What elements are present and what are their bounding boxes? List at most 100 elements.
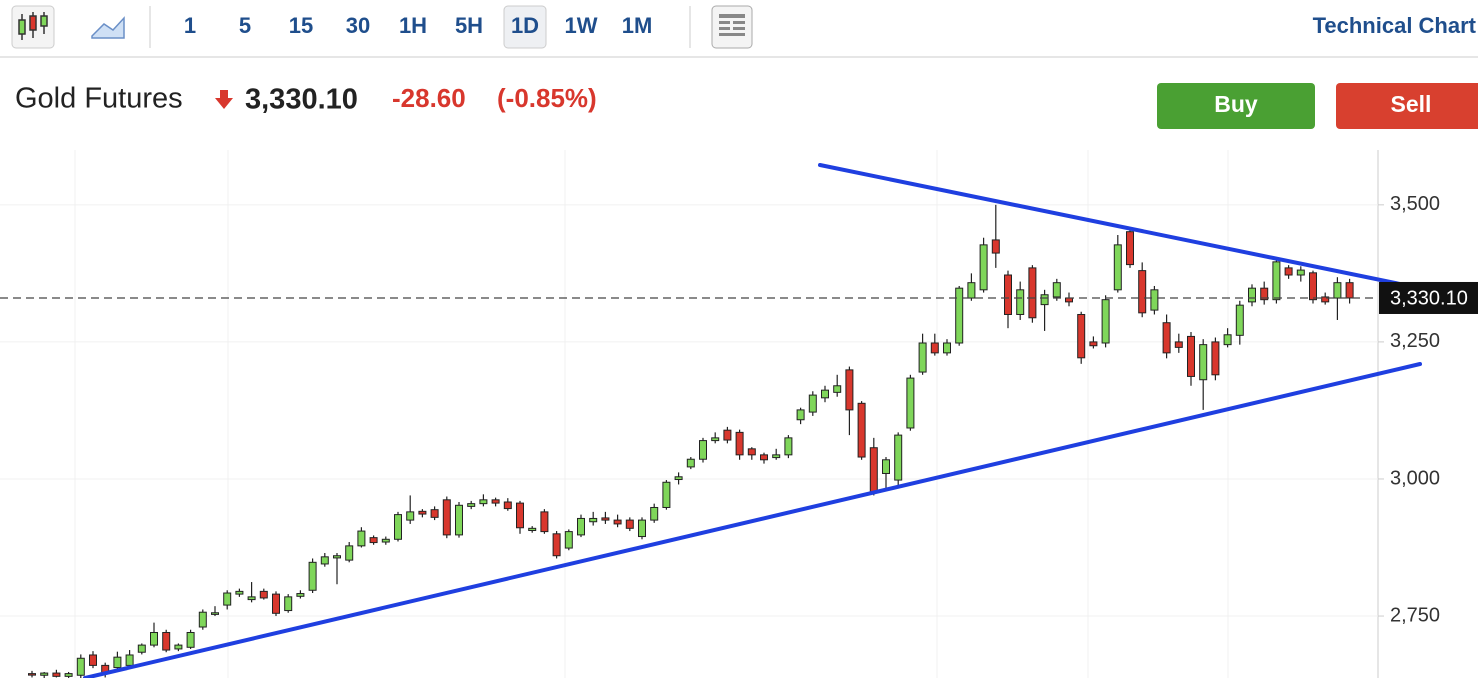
candle-body	[223, 592, 232, 606]
interval-button[interactable]: 1M	[622, 13, 653, 38]
candle-body	[1162, 322, 1171, 354]
candle-body	[40, 672, 49, 676]
candle-body	[1248, 287, 1256, 303]
candle-body	[247, 596, 256, 601]
candle-body	[186, 631, 195, 648]
candle-body	[1272, 261, 1281, 301]
candle-body	[1089, 341, 1098, 347]
candle-body	[528, 527, 537, 532]
time-grid	[74, 150, 1229, 678]
candle-body	[381, 538, 390, 543]
candle-body	[601, 517, 610, 521]
y-tick-label: 3,500	[1390, 193, 1440, 215]
candle-body	[516, 502, 524, 529]
y-tick-label: 3,000	[1390, 467, 1440, 489]
interval-button[interactable]: 1W	[565, 13, 598, 38]
candle-body	[747, 448, 756, 456]
interval-button[interactable]: 30	[346, 13, 370, 38]
price-axis: 2,750 3,000 3,250 3,500 3,330.10	[1378, 193, 1478, 626]
candle-body	[320, 556, 329, 565]
candle-body	[1150, 289, 1159, 311]
candle-body	[430, 509, 439, 518]
candle-body	[564, 531, 573, 549]
candle-body	[357, 530, 366, 547]
candle-body	[906, 377, 915, 429]
instrument-name: Gold Futures	[15, 83, 183, 115]
layout-button[interactable]	[711, 5, 753, 49]
candle-body	[211, 612, 219, 615]
candle-body	[1028, 267, 1037, 319]
candle-body	[394, 514, 402, 540]
candle-body	[272, 593, 280, 614]
candle-body	[503, 501, 512, 510]
active-interval-bg	[503, 5, 547, 49]
candle-body	[308, 561, 317, 591]
layout-icon	[719, 14, 745, 36]
buy-label[interactable]: Buy	[1214, 91, 1258, 117]
sell-button[interactable]	[1336, 83, 1478, 129]
candle-body	[137, 644, 146, 653]
candle-body	[686, 458, 695, 468]
candle-body	[613, 519, 622, 525]
candle-body	[162, 631, 171, 651]
candle-body	[955, 287, 964, 344]
candle-body	[760, 454, 768, 461]
candle-body	[784, 437, 793, 456]
candle-body	[1211, 341, 1220, 376]
candle-body	[1309, 272, 1317, 301]
candle-body	[943, 342, 951, 354]
candle-body	[808, 394, 817, 413]
candle-body	[1052, 282, 1061, 298]
interval-button[interactable]: 5	[239, 13, 251, 38]
candle-body	[1113, 244, 1122, 291]
interval-button[interactable]: 5H	[455, 13, 483, 38]
candle-body	[1101, 299, 1110, 344]
candle-body	[1260, 287, 1269, 301]
candle-body	[735, 431, 744, 456]
candle-body	[845, 369, 854, 411]
candle-body	[638, 519, 646, 538]
candle-icon	[18, 12, 48, 40]
candle-body	[1187, 335, 1195, 377]
candle-body	[821, 389, 829, 399]
candle-body	[723, 429, 732, 441]
candle-body	[1040, 294, 1049, 306]
candle-body	[552, 533, 561, 557]
candle-body	[577, 517, 585, 536]
percent-change: (-0.85%)	[497, 83, 597, 113]
buy-button[interactable]	[1157, 83, 1315, 129]
candle-body	[406, 511, 415, 521]
line-type-button[interactable]	[91, 16, 125, 39]
last-price-label: 3,330.10	[1390, 287, 1468, 309]
candle-body	[540, 511, 549, 533]
price-change: -28.60	[392, 83, 466, 113]
trend-lines	[83, 163, 1478, 680]
sell-label[interactable]: Sell	[1391, 91, 1432, 117]
candle-body	[589, 517, 598, 523]
candle-body	[662, 481, 671, 508]
support-line	[83, 362, 1422, 680]
candle-body	[479, 499, 488, 505]
interval-button[interactable]: 1	[184, 13, 196, 38]
candle-body	[52, 672, 61, 677]
candle-body	[930, 342, 939, 354]
candle-body	[711, 437, 720, 442]
candle-body	[1126, 231, 1134, 266]
candle-body	[467, 503, 476, 507]
candle-body	[674, 476, 683, 481]
candle-body	[1138, 270, 1147, 314]
interval-button[interactable]: 15	[289, 13, 313, 38]
candle-body	[64, 673, 73, 677]
interval-button[interactable]: 1H	[399, 13, 427, 38]
interval-button[interactable]: 1D	[511, 13, 539, 38]
candle-body	[1333, 282, 1342, 299]
candle-body	[1235, 304, 1244, 336]
candle-body	[772, 454, 781, 459]
candle-body	[1296, 269, 1305, 276]
candle-body	[76, 657, 85, 676]
price-grid	[0, 204, 1378, 617]
candle-body	[918, 342, 927, 373]
candle-body	[869, 447, 878, 493]
candle-body	[1321, 296, 1330, 303]
technical-chart-link[interactable]: Technical Chart	[1313, 13, 1477, 38]
